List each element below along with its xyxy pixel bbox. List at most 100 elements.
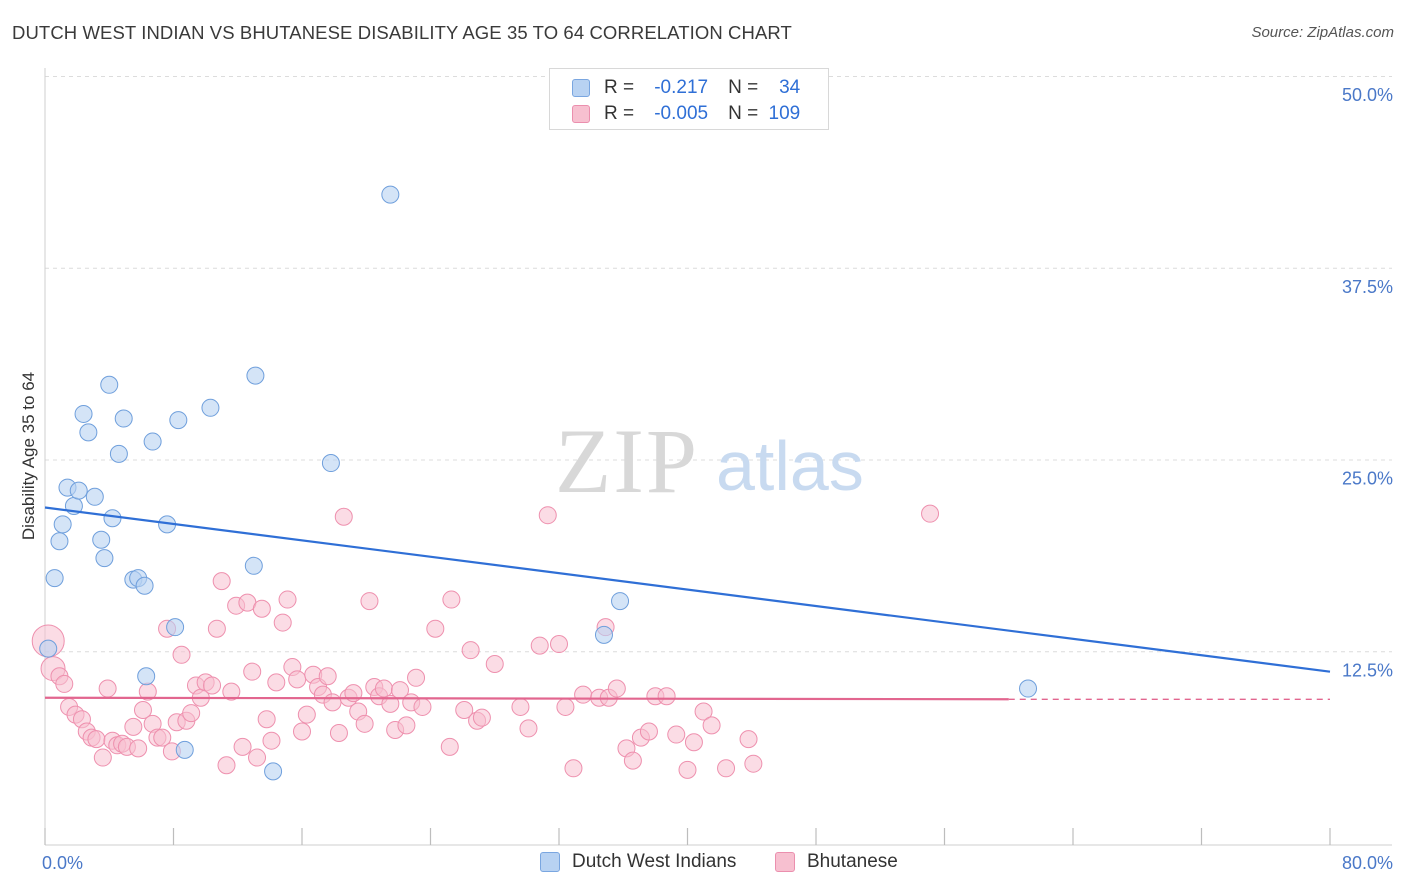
bhutanese-point <box>485 654 504 673</box>
bhutanese-point <box>694 702 713 721</box>
bhutanese-point <box>153 728 172 747</box>
bhutanese-point <box>207 619 226 638</box>
x-tick-label: 0.0% <box>42 853 83 873</box>
bhutanese-point <box>329 724 348 743</box>
dutch-west-indians-points <box>39 185 1038 781</box>
bhutanese-point <box>257 710 276 729</box>
dutch-west-indians-point <box>95 549 114 568</box>
y-tick-labels: 12.5% 25.0% 37.5% 50.0% <box>1342 85 1393 680</box>
dutch-west-indians-point <box>611 592 630 611</box>
bhutanese-point <box>203 676 222 695</box>
bhutanese-trend <box>44 696 1009 701</box>
bottom-legend-dutch-west-indians: Dutch West Indians <box>540 851 736 873</box>
bhutanese-point <box>262 731 281 750</box>
dutch-west-indians-point <box>85 487 104 506</box>
bhutanese-point <box>440 737 459 756</box>
bhutanese-point <box>133 701 152 720</box>
bhutanese-points <box>31 504 940 779</box>
dutch-west-indians-point <box>264 762 283 781</box>
bhutanese-point <box>556 697 575 716</box>
dutch-west-indians-point <box>137 667 156 686</box>
bhutanese-point <box>667 725 686 744</box>
legend-r-value: -0.217 <box>654 77 709 98</box>
bhutanese-point <box>739 730 758 749</box>
bhutanese-point <box>442 590 461 609</box>
bhutanese-point <box>355 714 374 733</box>
bhutanese-point <box>243 662 262 681</box>
dutch-west-indians-point <box>321 454 340 473</box>
watermark-zip: ZIP <box>555 410 699 512</box>
legend-r-value: -0.005 <box>654 103 709 124</box>
legend-n-label: N = <box>728 103 759 124</box>
watermark: ZIP atlas <box>555 410 864 512</box>
bottom-legend-label: Dutch West Indians <box>572 851 737 872</box>
watermark-atlas: atlas <box>716 427 864 505</box>
x-tick-label: 80.0% <box>1342 853 1393 873</box>
bhutanese-point <box>98 679 117 698</box>
y-axis-title: Disability Age 35 to 64 <box>19 372 38 540</box>
dutch-west-indians-point <box>103 509 122 528</box>
bhutanese-point <box>318 667 337 686</box>
bhutanese-point <box>538 506 557 525</box>
y-tick-label: 12.5% <box>1342 660 1393 680</box>
dutch-west-indians-point <box>114 409 133 428</box>
source-credit: Source: ZipAtlas.com <box>1251 24 1394 41</box>
bhutanese-point <box>550 635 568 654</box>
bhutanese-point <box>472 708 491 727</box>
dutch-west-indians-point <box>100 375 119 394</box>
bhutanese-point <box>413 697 432 716</box>
trend-lines <box>44 506 1331 701</box>
bottom-legend-label: Bhutanese <box>807 851 898 872</box>
y-tick-label: 50.0% <box>1342 85 1393 105</box>
bhutanese-point <box>124 717 143 736</box>
dutch-west-indians-point <box>244 556 263 575</box>
dutch-west-indians-trend <box>44 506 1331 673</box>
dutch-west-indians-point <box>135 576 154 595</box>
bhutanese-point <box>426 619 445 638</box>
bhutanese-point <box>273 613 292 632</box>
bhutanese-point <box>623 751 642 770</box>
bhutanese-point <box>360 592 379 611</box>
dutch-west-indians-point <box>1019 679 1038 698</box>
y-tick-label: 37.5% <box>1342 277 1393 297</box>
bhutanese-point <box>87 730 106 749</box>
bhutanese-point <box>297 705 316 724</box>
dutch-west-indians-point <box>74 404 93 423</box>
dutch-west-indians-point <box>53 515 72 534</box>
legend-r-label: R = <box>604 77 635 98</box>
chart-title: DUTCH WEST INDIAN VS BHUTANESE DISABILIT… <box>12 22 792 43</box>
bhutanese-point <box>381 694 400 713</box>
bhutanese-point <box>511 697 530 716</box>
dutch-west-indians-point <box>166 618 185 637</box>
bhutanese-point <box>455 701 474 720</box>
dutch-west-indians-point <box>175 740 194 759</box>
bhutanese-point <box>217 756 236 775</box>
x-tick-labels: 0.0% 80.0% <box>42 853 1393 873</box>
bhutanese-point <box>55 674 74 693</box>
legend-r-label: R = <box>604 103 635 124</box>
legend-n-label: N = <box>728 77 759 98</box>
bhutanese-point <box>397 716 416 735</box>
bhutanese-point <box>323 693 342 712</box>
bhutanese-point <box>702 716 721 735</box>
dutch-west-indians-point <box>92 530 111 549</box>
bhutanese-point <box>574 685 593 704</box>
correlation-legend: R = -0.217 N = 34 R = -0.005 N = 109 <box>549 68 829 130</box>
bhutanese-point <box>921 504 940 523</box>
bhutanese-point <box>212 572 231 591</box>
bhutanese-point <box>657 687 676 706</box>
dutch-west-indians-point <box>169 411 188 430</box>
dutch-west-indians-point <box>246 366 265 385</box>
dutch-west-indians-point <box>79 423 98 442</box>
bhutanese-point <box>248 748 267 767</box>
bhutanese-point <box>607 679 626 698</box>
dutch-west-indians-point <box>39 639 58 658</box>
bhutanese-point <box>334 507 353 526</box>
bhutanese-point <box>172 645 191 664</box>
bhutanese-point <box>252 599 271 618</box>
dutch-west-indians-point <box>109 444 128 463</box>
bhutanese-point <box>519 719 538 738</box>
dutch-west-indians-point <box>69 481 88 500</box>
bottom-legend-bhutanese: Bhutanese <box>775 851 898 873</box>
